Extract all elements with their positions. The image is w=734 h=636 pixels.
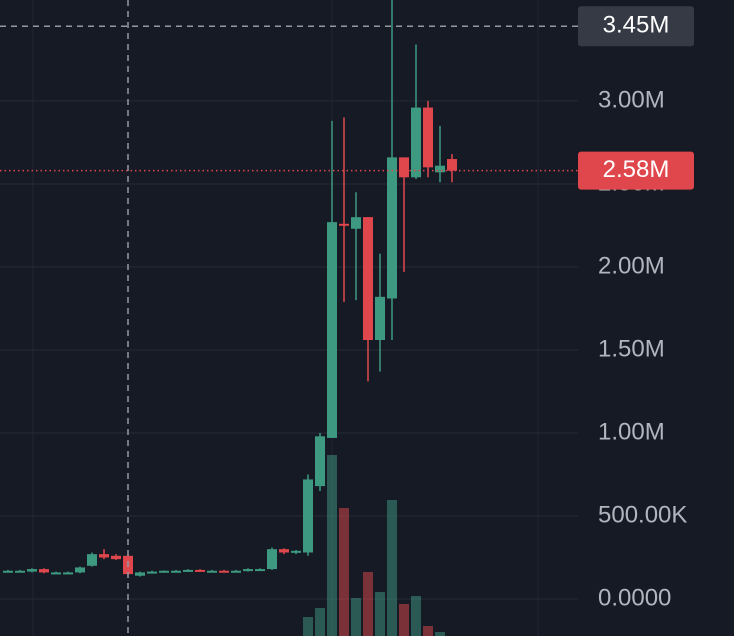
candle-body — [219, 570, 229, 573]
volume-bar — [423, 626, 433, 636]
y-tick-label: 2.00M — [598, 252, 665, 279]
candle-body — [267, 549, 277, 570]
candle-body — [135, 572, 145, 576]
candle-body — [339, 223, 349, 226]
y-tick-label: 0.0000 — [598, 584, 671, 611]
grid — [0, 100, 578, 600]
candle-body — [375, 296, 385, 340]
volume-bar — [375, 592, 385, 636]
volume-bar — [303, 617, 313, 636]
volume-bars — [303, 455, 445, 636]
candle-body — [3, 570, 13, 573]
candle-body — [195, 569, 205, 572]
candle-body — [243, 569, 253, 572]
candle-body — [303, 479, 313, 553]
candle-body — [447, 159, 457, 171]
candle-body — [183, 569, 193, 572]
candle-body — [75, 567, 85, 573]
candle-body — [351, 217, 361, 229]
y-tick-label: 1.00M — [598, 418, 665, 445]
candle-body — [39, 569, 49, 573]
candle-body — [27, 569, 37, 572]
candle-body — [87, 554, 97, 566]
candle-body — [207, 570, 217, 573]
y-tick-label: 1.50M — [598, 335, 665, 362]
candle-body — [315, 436, 325, 487]
candle-body — [111, 555, 121, 560]
candle-body — [435, 165, 445, 173]
candle-body — [411, 107, 421, 178]
candle-body — [363, 217, 373, 340]
candle-body — [147, 571, 157, 574]
candle-body — [423, 107, 433, 168]
candle-body — [51, 572, 61, 575]
candle-body — [99, 554, 109, 558]
volume-bar — [363, 572, 373, 636]
candle-body — [159, 570, 169, 573]
candle-body — [399, 157, 409, 178]
crosshair-label-box — [578, 6, 694, 47]
candle-body — [63, 572, 73, 575]
candle-body — [171, 570, 181, 573]
candle-body — [15, 570, 25, 573]
volume-bar — [411, 596, 421, 636]
volume-bar — [399, 604, 409, 636]
candle-body — [387, 157, 397, 299]
volume-bar — [387, 500, 397, 636]
y-tick-label: 3.00M — [598, 86, 665, 113]
last-price-box — [578, 151, 694, 190]
volume-bar — [315, 608, 325, 636]
candle-body — [291, 550, 301, 553]
crosshair-label: 3.45M — [603, 12, 670, 39]
candle-body — [231, 570, 241, 573]
y-tick-label: 500.00K — [598, 501, 687, 528]
volume-bar — [327, 455, 337, 636]
volume-bar — [435, 632, 445, 636]
volume-bar — [339, 508, 349, 636]
candle-body — [255, 569, 265, 572]
candle-body — [327, 222, 337, 438]
candles — [3, 0, 457, 577]
volume-bar — [351, 598, 361, 636]
last-price-label: 2.58M — [603, 156, 670, 183]
overlays: 3.45M 2.58M — [0, 6, 694, 190]
candle-body — [279, 549, 289, 553]
